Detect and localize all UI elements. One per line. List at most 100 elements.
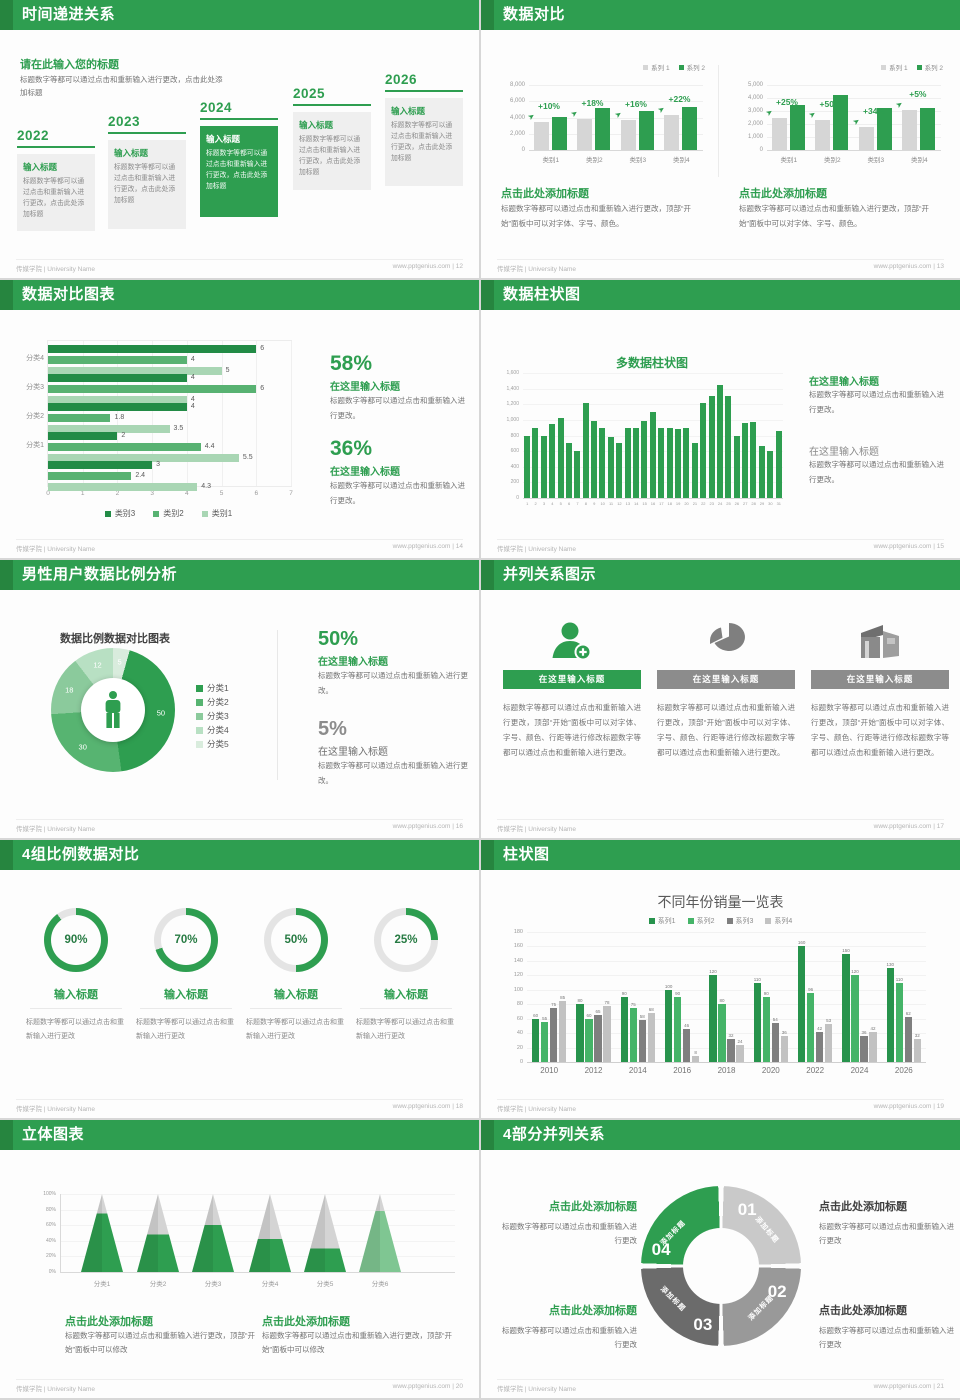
pyramid-left-face xyxy=(81,1194,102,1272)
x-tick-label: 2016 xyxy=(673,1066,692,1075)
hbar-value-label: 4 xyxy=(190,356,195,363)
bar xyxy=(733,435,740,498)
gridline xyxy=(529,133,703,135)
y-tick-label: 6,000 xyxy=(509,98,525,105)
gridline xyxy=(767,111,941,112)
page-number: 12 xyxy=(455,263,463,270)
hbar xyxy=(48,396,187,404)
gridline xyxy=(527,1047,926,1049)
slide-header: 立体图表 xyxy=(0,1120,479,1150)
group-label: 分类2 xyxy=(26,413,44,420)
gridline xyxy=(60,1225,455,1227)
bar-value-label: 90 xyxy=(763,991,769,996)
bar xyxy=(638,1020,647,1062)
hbar-value-label: 4 xyxy=(190,396,195,403)
parallel-item: 在这里输入标题 标题数字等都可以通过点击和重新输入进行更改，顶部“开始”面板中可以… xyxy=(811,618,949,760)
step-body: 标题数字等都可以通过点击和重新输入进行更改，点击此处添加标题 xyxy=(299,136,361,176)
legend-swatch xyxy=(726,918,733,924)
slide-header: 并列关系图示 xyxy=(481,560,960,590)
block-heading: 点击此处添加标题 xyxy=(65,1316,153,1328)
bar xyxy=(913,1038,922,1062)
block-body: 标题数字等都可以通过点击和重新输入进行更改，顶部“开始”面板中可以对字体、字号、… xyxy=(739,204,929,228)
block-heading: 点击此处添加标题 xyxy=(262,1316,350,1328)
bar-group: +10% ➤ 类别1 xyxy=(526,85,573,164)
x-tick-label: 2020 xyxy=(761,1066,780,1075)
bar xyxy=(549,1007,558,1062)
stat-body: 标题数字等都可以通过点击和重新输入进行更改。 xyxy=(318,761,468,785)
footer-left: 传媒学院 | University Name xyxy=(497,546,576,553)
intro-heading: 请在此输入您的标题 xyxy=(20,59,119,71)
bar xyxy=(649,412,656,498)
gridline xyxy=(529,150,703,151)
gridline xyxy=(527,989,926,991)
footer-right: www.pptgenius.com | 16 xyxy=(392,823,463,830)
pyramid-left-face xyxy=(137,1194,158,1272)
bar xyxy=(806,992,815,1062)
x-tick-label: 2018 xyxy=(717,1066,736,1075)
progress-ring: 50% xyxy=(264,908,328,972)
x-tick-label: 22 xyxy=(701,501,706,506)
slide-body: 100% 80% 60% 40% 20% 0% 分类1 分类2 分类3 分类4 分类5 分类6 点击此处… xyxy=(0,1150,479,1398)
bar-value-label: 8 xyxy=(694,1050,697,1056)
slide-footer: 传媒学院 | University Name www.pptgenius.com… xyxy=(497,259,944,273)
ring-body: 标题数字等都可以通过点击和重新输入进行更改 xyxy=(356,1019,454,1040)
block-body: 标题数字等都可以通过点击和重新输入进行更改。 xyxy=(809,460,944,484)
step-body: 标题数字等都可以通过点击和重新输入进行更改，点击此处添加标题 xyxy=(206,150,268,190)
bar xyxy=(674,429,681,498)
hbar xyxy=(48,374,187,382)
bar-value-label: 55 xyxy=(542,1016,548,1022)
bar-group: +18% ➤ 类别2 xyxy=(569,85,617,164)
x-tick-label: 分类2 xyxy=(149,1281,167,1288)
bar-value-label: 110 xyxy=(753,976,761,982)
bar-chart: 系列 1 系列 2 +25% ➤ 类别1 +50% ➤ 类别2 +34% ➤ 类别3 +5% ➤ 类别4 5… xyxy=(733,62,945,167)
gridline xyxy=(767,98,941,99)
legend-item: 类别1 xyxy=(201,508,232,519)
x-tick-label: 2014 xyxy=(628,1066,647,1075)
slide-header: 数据对比图表 xyxy=(0,280,479,310)
bar xyxy=(904,1017,913,1062)
bar-group: +5% ➤ 类别4 xyxy=(894,85,942,164)
y-tick-label: 140 xyxy=(513,957,523,964)
slide-header: 数据柱状图 xyxy=(481,280,960,310)
growth-annotation: +50% xyxy=(819,99,842,110)
step-underline xyxy=(108,132,186,134)
y-tick-label: 180 xyxy=(513,929,523,935)
footer-right: www.pptgenius.com | 20 xyxy=(392,1383,463,1390)
bar-value-label: 160 xyxy=(797,940,806,946)
gridline xyxy=(60,1194,455,1195)
x-tick-label: 6 xyxy=(254,490,259,497)
page-title: 并列关系图示 xyxy=(503,566,597,583)
x-tick-label: 19 xyxy=(675,501,681,506)
x-tick-label: 27 xyxy=(743,501,748,506)
donut-chart: 5 50 30 18 12 xyxy=(51,648,175,772)
x-tick-label: 1 xyxy=(80,490,85,497)
slide-pyramids: 立体图表 100% 80% 60% 40% 20% 0% 分类1 分类2 分类3 分类4 分类5 分类… xyxy=(0,1120,479,1398)
bar-value-label: 54 xyxy=(772,1017,778,1022)
legend-swatch xyxy=(196,698,203,706)
ring-value-label: 90% xyxy=(64,934,88,946)
legend-label: 系列3 xyxy=(735,918,754,925)
hbar xyxy=(48,443,201,451)
hbar xyxy=(48,356,187,364)
slide-footer: 传媒学院 | University Name www.pptgenius.com… xyxy=(16,819,463,833)
legend-item: 系列 2 xyxy=(916,62,943,72)
footer-left: 传媒学院 | University Name xyxy=(16,826,95,833)
x-tick-label: 类别3 xyxy=(629,157,647,164)
group-label: 分类3 xyxy=(26,384,44,391)
y-tick-label: 1,000 xyxy=(747,134,763,140)
y-tick-label: 800 xyxy=(510,432,519,439)
x-tick-label: 12 xyxy=(617,501,622,506)
chart-legend: 系列 1 系列 2 xyxy=(643,62,705,72)
stat-value: 50% xyxy=(318,628,359,650)
legend-item: 系列4 xyxy=(765,916,792,926)
block-heading: 点击此处添加标题 xyxy=(739,188,827,200)
bar-group: 90 75 58 68 2014 xyxy=(616,932,660,1075)
slide-body: 不同年份销量一览表 系列1 系列2 系列3 系列4 60 55 75 85 2010 80 60 65 7… xyxy=(481,870,960,1118)
legend-label: 分类4 xyxy=(207,725,229,735)
bar xyxy=(886,968,895,1062)
step-year: 2024 xyxy=(200,100,233,115)
growth-annotation: +16% xyxy=(624,98,647,109)
cycle-block: 点击此处添加标题 标题数字等都可以通过点击和重新输入进行更改 xyxy=(499,1302,637,1352)
block-body: 标题数字等都可以通过点击和重新输入进行更改 xyxy=(819,1222,954,1245)
y-tick-label: 8,000 xyxy=(509,82,525,88)
